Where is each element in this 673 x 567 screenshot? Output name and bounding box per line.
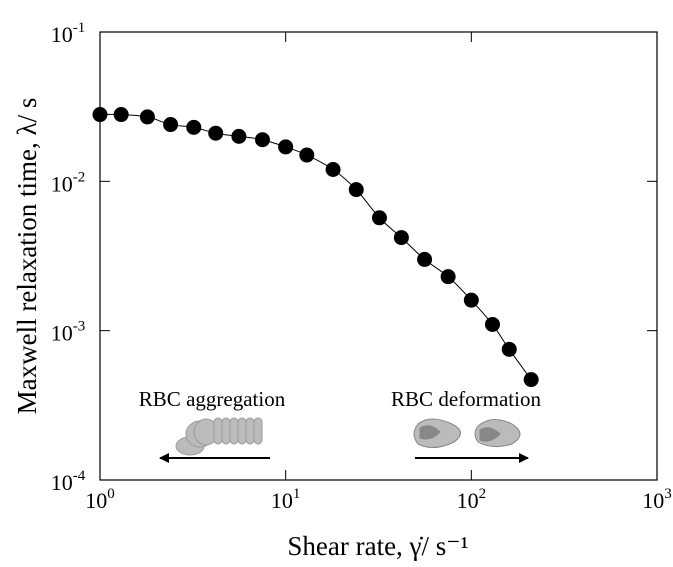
- data-point: [278, 139, 294, 155]
- annotation: RBC aggregation: [139, 387, 286, 411]
- data-point: [393, 230, 409, 246]
- data-point: [163, 117, 179, 133]
- tick-exponent: -1: [73, 20, 86, 36]
- tick-exponent: 1: [293, 486, 301, 502]
- x-axis-label: Shear rate, γ̇/ s⁻¹: [287, 531, 468, 561]
- tick-base: 10: [51, 171, 73, 196]
- tick-exponent: -3: [73, 319, 86, 335]
- deformation-icon: [413, 418, 521, 448]
- tick-label: 10-4: [51, 468, 86, 495]
- aggregation-icon: [175, 417, 263, 456]
- data-point: [299, 147, 315, 163]
- tick-label: 103: [642, 486, 672, 513]
- data-point: [113, 107, 129, 123]
- data-point: [523, 372, 539, 388]
- tick-base: 10: [51, 321, 73, 346]
- tick-label: 102: [457, 486, 487, 513]
- tick-base: 10: [271, 488, 293, 513]
- fit-line: [99, 113, 532, 380]
- tick-label: 100: [85, 486, 115, 513]
- data-point: [231, 128, 247, 144]
- tick-exponent: 3: [664, 486, 672, 502]
- data-point: [417, 251, 433, 267]
- data-point: [484, 316, 500, 332]
- data-point: [348, 182, 364, 198]
- tick-label: 10-3: [51, 319, 86, 346]
- y-axis-label: Maxwell relaxation time, λ/ s: [12, 98, 42, 415]
- data-point: [208, 125, 224, 141]
- tick-base: 10: [85, 488, 107, 513]
- tick-base: 10: [51, 22, 73, 47]
- tick-base: 10: [457, 488, 479, 513]
- tick-exponent: 0: [107, 486, 115, 502]
- tick-exponent: -2: [73, 169, 86, 185]
- tick-exponent: 2: [479, 486, 487, 502]
- plot-frame: [99, 31, 658, 481]
- data-point: [186, 119, 202, 135]
- data-point: [92, 107, 108, 123]
- tick-base: 10: [642, 488, 664, 513]
- data-point: [371, 210, 387, 226]
- annotation: RBC deformation: [391, 387, 541, 411]
- tick-label: 10-1: [51, 20, 86, 47]
- data-point: [325, 162, 341, 178]
- data-point: [139, 109, 155, 125]
- tick-label: 101: [271, 486, 301, 513]
- tick-exponent: -4: [73, 468, 86, 484]
- data-point: [440, 269, 456, 285]
- tick-label: 10-2: [51, 169, 86, 196]
- tick-base: 10: [51, 470, 73, 495]
- data-point: [501, 341, 517, 357]
- data-point: [463, 292, 479, 308]
- data-point: [254, 132, 270, 148]
